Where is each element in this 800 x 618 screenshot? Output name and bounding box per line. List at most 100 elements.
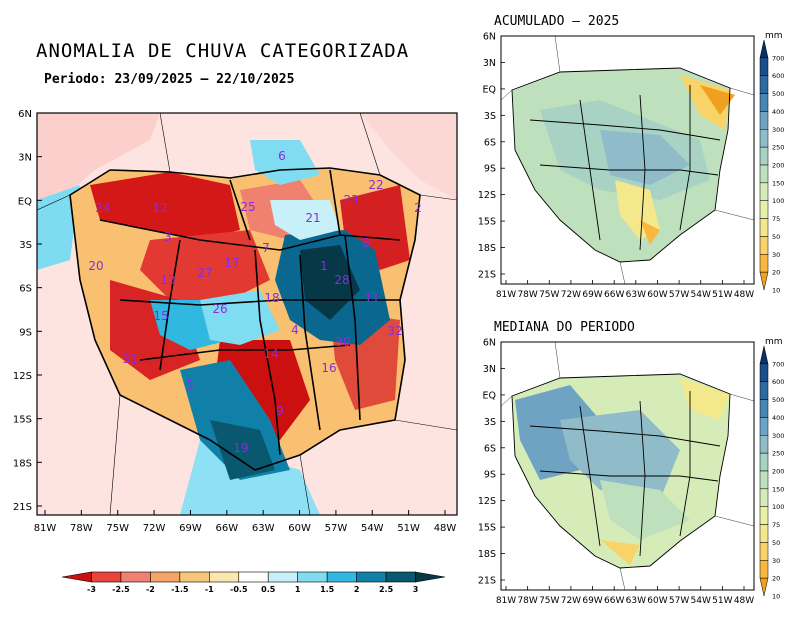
- mm-tick-label: 50: [772, 539, 780, 547]
- lon-tick-label: 48W: [434, 523, 457, 534]
- mm-swatch: [759, 363, 769, 382]
- basin-number: 5: [186, 378, 194, 392]
- small-lat-tick-label: 6N: [483, 32, 496, 43]
- lon-tick-label: 72W: [143, 523, 166, 534]
- small-lat-tick-label: 3S: [484, 111, 496, 122]
- small-map-axes: 6N 3N EQ 3S 6S 9S 12S 15S 18S 21S 6N 3N EQ 3S 6S 9S 12S 1…: [478, 32, 754, 607]
- small-lon-tick-label: 75W: [539, 290, 559, 300]
- mm-swatch: [759, 129, 769, 148]
- small-lat-tick-label: 3N: [483, 364, 496, 375]
- mm-swatch: [759, 75, 769, 94]
- main-map-title: ANOMALIA DE CHUVA CATEGORIZADA: [36, 40, 410, 62]
- mm-tick-label: 20: [772, 269, 780, 277]
- basin-number: 7: [262, 241, 270, 255]
- basin-number: 16: [321, 361, 336, 375]
- mm-tick-label: 100: [772, 503, 784, 511]
- small-lon-tick-label: 72W: [561, 290, 581, 300]
- basin-number: 32: [387, 324, 402, 338]
- basin-number: 18: [264, 291, 279, 305]
- small-lat-tick-label: 18S: [478, 549, 496, 560]
- mm-tick-label: 300: [772, 432, 784, 440]
- lon-tick-label: 63W: [252, 523, 275, 534]
- small-lon-tick-label: 54W: [691, 290, 711, 300]
- small-lat-tick-label: 3N: [483, 58, 496, 69]
- basin-number: 24: [95, 201, 110, 215]
- mm-tick-label: 150: [772, 485, 784, 493]
- basin-number: 2: [414, 201, 422, 215]
- mm-swatch: [759, 57, 769, 76]
- basin-number: 26: [212, 302, 227, 316]
- small-lat-tick-label: 9S: [484, 164, 496, 175]
- small-lat-tick-label: 12S: [478, 496, 496, 507]
- lon-tick-label: 66W: [216, 523, 239, 534]
- small-lon-tick-label: 57W: [669, 596, 689, 606]
- mm-tick-label: 50: [772, 233, 780, 241]
- mm-swatch: [759, 39, 769, 59]
- basin-number: 21: [305, 211, 320, 225]
- mm-swatch: [759, 182, 769, 201]
- mm-swatch: [759, 200, 769, 219]
- mm-tick-label: 200: [772, 162, 784, 170]
- mm-colorbars: mm 700 600 500 400 300 250 200 150 100 75 50 30 20 10 m…: [759, 31, 784, 601]
- lat-tick-label: 21S: [13, 502, 32, 513]
- main-lat-axis: 6N 3N EQ 3S 6S 9S 12S 15S 18S 21S: [13, 109, 42, 513]
- small-lat-tick-label: 6S: [484, 137, 496, 148]
- small-lat-tick-label: 21S: [478, 576, 496, 587]
- lon-tick-label: 57W: [325, 523, 348, 534]
- basin-number: 27: [197, 266, 212, 280]
- mm-swatch: [759, 381, 769, 400]
- mm-tick-label: 100: [772, 197, 784, 205]
- small-lat-tick-label: EQ: [483, 84, 496, 95]
- mm-unit-label: mm: [765, 31, 783, 41]
- small-lat-tick-label: EQ: [483, 390, 496, 401]
- basin-number: 22: [368, 178, 383, 192]
- lat-tick-label: 12S: [13, 371, 32, 382]
- mm-tick-label: 75: [772, 521, 780, 529]
- lat-tick-label: 3S: [19, 240, 32, 251]
- small-lon-tick-label: 51W: [712, 596, 732, 606]
- basin-number: 6: [278, 149, 286, 163]
- basin-number: 28: [334, 273, 349, 287]
- lon-tick-label: 51W: [397, 523, 420, 534]
- basin-number: 15: [153, 309, 168, 323]
- mm-tick-label: 200: [772, 468, 784, 476]
- small-lon-tick-label: 57W: [669, 290, 689, 300]
- lat-tick-label: 3N: [18, 153, 32, 164]
- basin-number: 4: [291, 323, 299, 337]
- mm-swatch: [759, 488, 769, 507]
- mm-tick-label: 30: [772, 557, 780, 565]
- small-lon-tick-label: 60W: [647, 596, 667, 606]
- small-lon-tick-label: 78W: [517, 290, 537, 300]
- mm-tick-label: 250: [772, 144, 784, 152]
- basin-number: 13: [160, 273, 175, 287]
- mm-swatch: [759, 218, 769, 237]
- mm-tick-label: 150: [772, 179, 784, 187]
- mm-swatch: [759, 271, 769, 291]
- mm-swatch: [759, 506, 769, 525]
- lat-tick-label: 9S: [19, 327, 32, 338]
- colorbar-label: 2.5: [379, 585, 394, 594]
- colorbar-label: 0.5: [261, 585, 276, 594]
- main-lon-axis: 81W 78W 75W 72W 69W 66W 63W 60W 57W 54W 51W 48W: [34, 510, 457, 534]
- small-lon-tick-label: 81W: [496, 290, 516, 300]
- small-lon-tick-label: 48W: [734, 290, 754, 300]
- acumulado-map: [500, 35, 755, 285]
- mm-tick-label: 400: [772, 108, 784, 116]
- colorbar-label: 1.5: [320, 585, 335, 594]
- mm-tick-label: 700: [772, 360, 784, 368]
- mm-swatch: [759, 560, 769, 579]
- period-label: Periodo: 23/09/2025 – 22/10/2025: [44, 72, 295, 87]
- lat-tick-label: EQ: [18, 196, 32, 207]
- basin-number: 9: [276, 404, 284, 418]
- small-lat-tick-label: 15S: [478, 217, 496, 228]
- mm-swatch: [759, 452, 769, 472]
- mm-swatch: [759, 254, 769, 273]
- lon-tick-label: 81W: [34, 523, 57, 534]
- mm-tick-label: 10: [772, 593, 780, 601]
- small-lat-tick-label: 21S: [478, 270, 496, 281]
- mediana-map: [500, 341, 755, 591]
- mm-swatch: [759, 524, 769, 543]
